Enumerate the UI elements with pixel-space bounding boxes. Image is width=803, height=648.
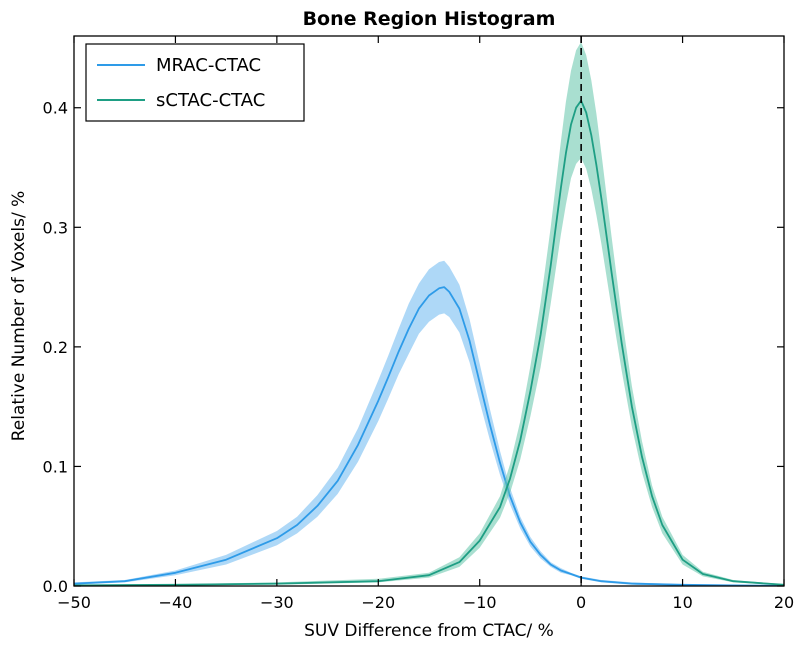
chart-title: Bone Region Histogram [303, 8, 556, 30]
legend-label-sctac-ctac: sCTAC-CTAC [156, 90, 265, 111]
y-tick-label: 0.4 [43, 99, 68, 118]
x-tick-label: −30 [260, 593, 294, 612]
x-tick-label: 20 [774, 593, 794, 612]
y-tick-label: 0.0 [43, 577, 68, 596]
x-tick-label: −40 [159, 593, 193, 612]
legend: MRAC-CTAC sCTAC-CTAC [85, 43, 305, 122]
x-tick-label: −10 [463, 593, 497, 612]
x-tick-label: 0 [576, 593, 586, 612]
y-axis-label: Relative Number of Voxels/ % [9, 191, 29, 442]
y-tick-label: 0.1 [43, 457, 68, 476]
series-line-sctac-ctac [74, 99, 784, 586]
legend-label-mrac-ctac: MRAC-CTAC [156, 55, 261, 76]
x-tick-label: −20 [361, 593, 395, 612]
legend-box [85, 43, 305, 122]
plot-frame [73, 35, 785, 587]
x-axis-label: SUV Difference from CTAC/ % [304, 621, 554, 641]
series-line-mrac-ctac [74, 286, 784, 586]
series-group [74, 36, 784, 586]
x-tick-label: −50 [57, 593, 91, 612]
x-tick-label: 10 [672, 593, 692, 612]
y-tick-label: 0.3 [43, 218, 68, 237]
y-tick-label: 0.2 [43, 338, 68, 357]
plot-area [74, 36, 784, 586]
confidence-band-mrac-ctac [74, 260, 784, 586]
axis-ticks: −50 −40 −30 −20 −10 0 10 20 0.0 0.1 0.2 0.3 0.4 [43, 36, 794, 612]
